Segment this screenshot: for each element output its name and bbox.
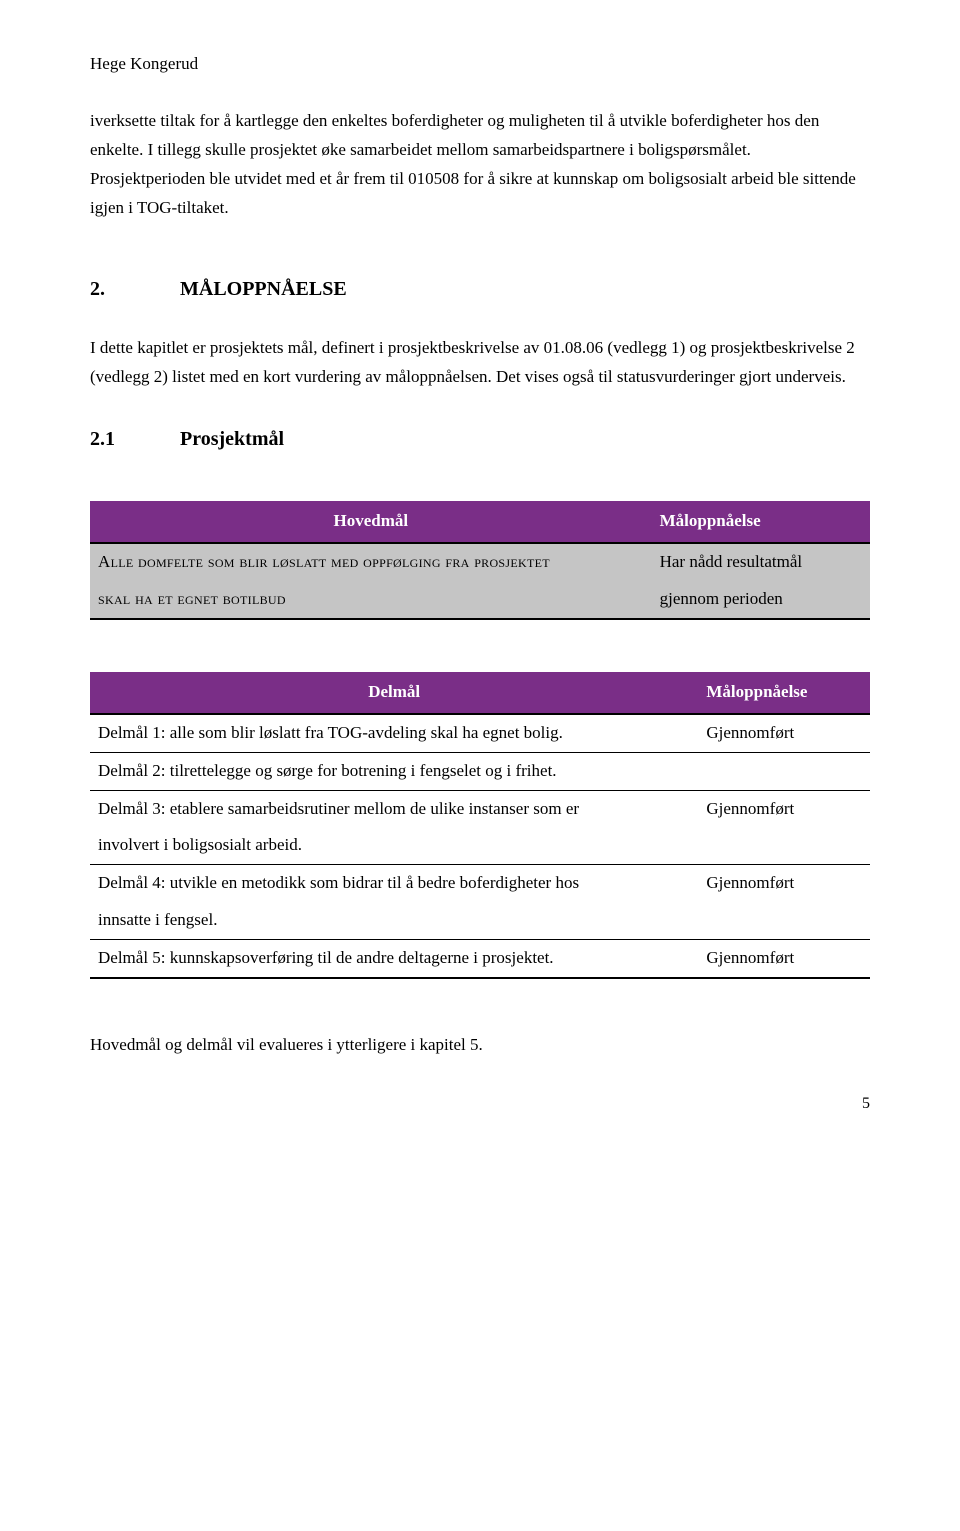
hovedmal-row1-line2: skal ha et egnet botilbud: [98, 589, 286, 608]
delmal-table: Delmål Måloppnåelse Delmål 1: alle som b…: [90, 672, 870, 979]
subsection-2-1-title: Prosjektmål: [180, 422, 284, 456]
delmal-row4-text-l2: innsatte i fengsel.: [90, 902, 698, 939]
closing-paragraph: Hovedmål og delmål vil evalueres i ytter…: [90, 1031, 870, 1060]
section-2-number: 2.: [90, 272, 180, 306]
delmal-row1-text: Delmål 1: alle som blir løslatt fra TOG-…: [90, 714, 698, 752]
section-2-title: MÅLOPPNÅELSE: [180, 272, 347, 306]
delmal-row4-result: Gjennomført: [698, 865, 870, 902]
delmal-row3-text-l2: involvert i boligsosialt arbeid.: [90, 827, 698, 864]
delmal-row1-result: Gjennomført: [698, 714, 870, 752]
delmal-row3-result: Gjennomført: [698, 790, 870, 827]
delmal-row2-result: [698, 752, 870, 790]
table-row: skal ha et egnet botilbud gjennom period…: [90, 581, 870, 619]
hovedmal-row1-result-line2: gjennom perioden: [652, 581, 870, 619]
delmal-row2-text: Delmål 2: tilrettelegge og sørge for bot…: [90, 752, 698, 790]
hovedmal-table: Hovedmål Måloppnåelse Alle domfelte som …: [90, 501, 870, 620]
subsection-2-1-heading: 2.1 Prosjektmål: [90, 422, 870, 456]
delmal-row4-text-l1: Delmål 4: utvikle en metodikk som bidrar…: [90, 865, 698, 902]
delmal-row5-result: Gjennomført: [698, 940, 870, 978]
section-2-paragraph: I dette kapitlet er prosjektets mål, def…: [90, 334, 870, 392]
section-2-heading: 2. MÅLOPPNÅELSE: [90, 272, 870, 306]
table-row: involvert i boligsosialt arbeid.: [90, 827, 870, 864]
delmal-row3-text-l1: Delmål 3: etablere samarbeidsrutiner mel…: [90, 790, 698, 827]
table-row: Delmål 4: utvikle en metodikk som bidrar…: [90, 865, 870, 902]
hovedmal-row1-line1: Alle domfelte som blir løslatt med oppfø…: [98, 552, 550, 571]
hovedmal-row1-result-line1: Har nådd resultatmål: [652, 543, 870, 581]
table-row: Delmål 5: kunnskapsoverføring til de and…: [90, 940, 870, 978]
table-row: Alle domfelte som blir løslatt med oppfø…: [90, 543, 870, 581]
author-name: Hege Kongerud: [90, 50, 870, 79]
page-number: 5: [90, 1090, 870, 1117]
table-row: innsatte i fengsel.: [90, 902, 870, 939]
intro-paragraph: iverksette tiltak for å kartlegge den en…: [90, 107, 870, 223]
delmal-header-col2: Måloppnåelse: [698, 672, 870, 714]
table-row: Delmål 1: alle som blir løslatt fra TOG-…: [90, 714, 870, 752]
hovedmal-header-col1: Hovedmål: [90, 501, 652, 543]
delmal-row5-text: Delmål 5: kunnskapsoverføring til de and…: [90, 940, 698, 978]
table-row: Delmål 2: tilrettelegge og sørge for bot…: [90, 752, 870, 790]
delmal-header-col1: Delmål: [90, 672, 698, 714]
hovedmal-header-col2: Måloppnåelse: [652, 501, 870, 543]
table-row: Delmål 3: etablere samarbeidsrutiner mel…: [90, 790, 870, 827]
subsection-2-1-number: 2.1: [90, 422, 180, 456]
